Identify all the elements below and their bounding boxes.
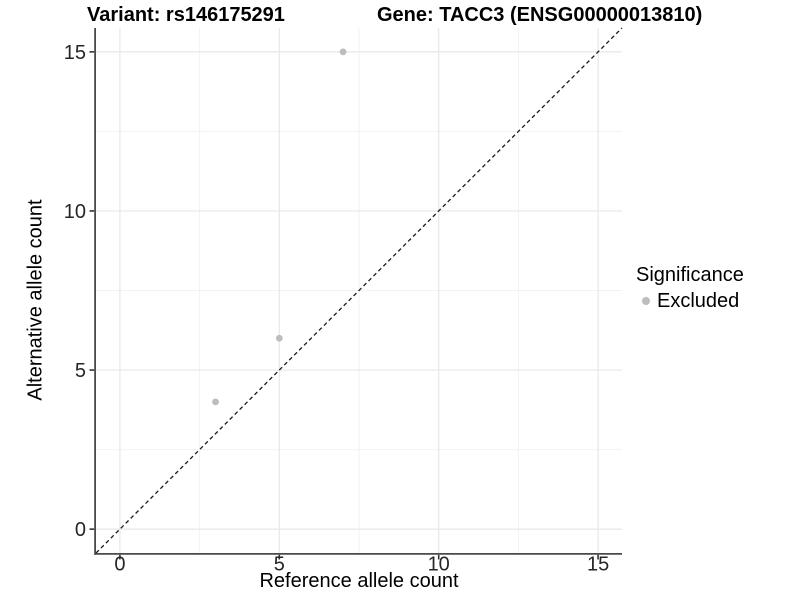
data-point [339, 48, 347, 56]
plot-title-gene: Gene: TACC3 (ENSG00000013810) [377, 4, 703, 26]
legend-point-icon [642, 297, 650, 305]
x-axis-label: Reference allele count [259, 570, 459, 592]
x-tick-label: 15 [587, 554, 609, 576]
x-tick-label: 5 [274, 554, 285, 576]
y-tick-label: 10 [64, 201, 86, 223]
y-tick-label: 5 [75, 360, 86, 382]
data-point [275, 334, 283, 342]
identity-line [95, 27, 623, 554]
data-point [212, 398, 219, 406]
plot-title-variant: Variant: rs146175291 [87, 4, 285, 26]
y-tick-label: 15 [64, 42, 86, 64]
legend: Significance Excluded [636, 262, 744, 314]
x-tick-label: 0 [114, 554, 125, 576]
x-tick-label: 10 [428, 554, 450, 576]
y-tick-label: 0 [75, 519, 86, 541]
legend-item-excluded: Excluded [636, 288, 744, 314]
legend-title: Significance [636, 264, 744, 286]
legend-item-label: Excluded [657, 290, 740, 312]
